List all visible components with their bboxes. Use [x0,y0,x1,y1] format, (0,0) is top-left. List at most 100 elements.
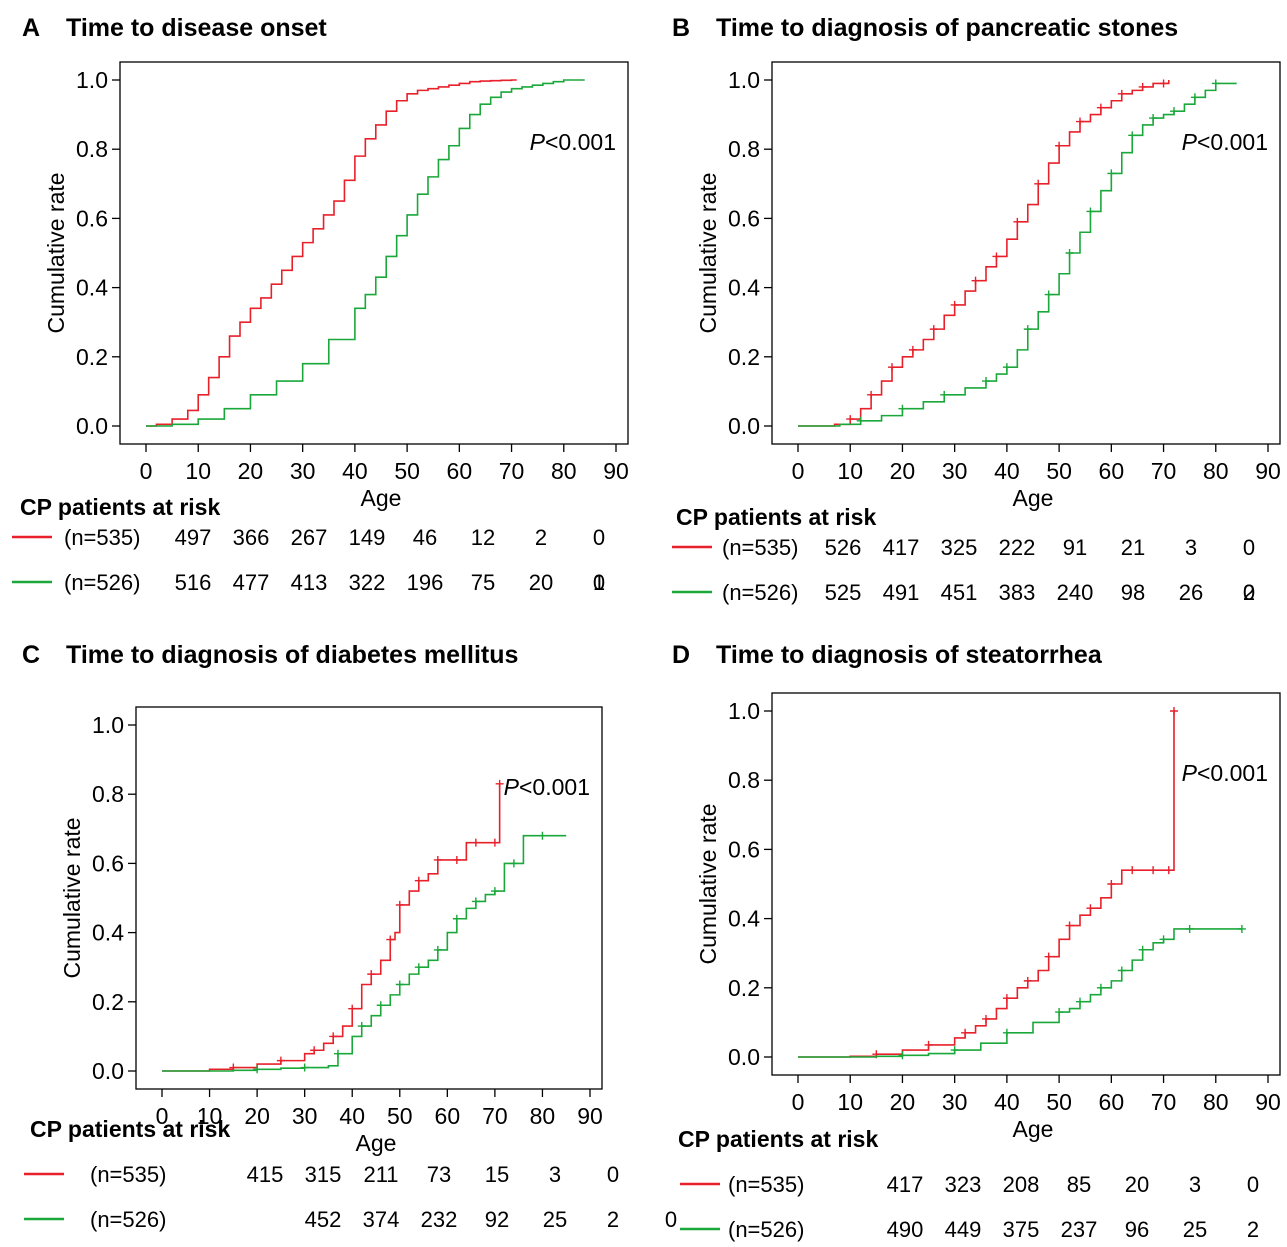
p-value: <0.001 [519,774,590,800]
censor-mark [471,897,480,906]
censor-mark [490,887,499,896]
x-tick-label: 80 [551,458,577,484]
censor-mark [1002,363,1011,372]
risk-count: 25 [543,1207,567,1232]
y-tick-label: 0.2 [728,344,760,370]
series-line-green [146,79,585,427]
p-value-label: P<0.001 [1182,129,1268,155]
y-tick-label: 0.4 [728,906,760,932]
y-tick-label: 0.4 [76,275,108,301]
risk-count: 0 [593,525,605,550]
risk-count: 0 [593,570,605,595]
risk-count: 497 [175,525,212,550]
x-tick-label: 60 [1099,458,1125,484]
risk-count: 3 [1185,535,1197,560]
censor-mark [329,1032,338,1041]
y-tick-label: 0.0 [728,1044,760,1070]
x-tick-label: 40 [339,1103,365,1129]
chart-title: Time to diagnosis of diabetes mellitus [66,641,518,669]
censor-mark [1107,880,1116,888]
censor-mark [846,415,855,424]
risk-count: 0 [665,1207,677,1232]
panel-letter: C [22,641,40,669]
censor-mark [961,1028,970,1037]
censor-mark [1096,983,1105,992]
p-symbol: P [530,129,546,155]
chart-title: Time to diagnosis of pancreatic stones [716,14,1178,42]
censor-mark [1023,976,1032,985]
censor-mark [971,276,980,285]
y-tick-label: 0.8 [728,767,760,793]
censor-mark [471,838,480,847]
plot-frame [119,61,629,445]
x-tick-label: 70 [1151,1089,1177,1115]
censor-mark [982,377,990,386]
risk-count: 26 [1179,580,1203,605]
risk-group-label: (n=535) [722,535,798,560]
risk-count: 96 [1125,1217,1149,1242]
risk-count: 526 [825,535,862,560]
x-tick-label: 0 [792,1089,805,1115]
censor-mark [950,300,959,309]
censor-mark [1044,290,1053,299]
x-tick-label: 60 [435,1103,461,1129]
censor-mark [898,1051,907,1060]
risk-count: 0 [1247,1172,1259,1197]
panel-c: C Time to diagnosis of diabetes mellitus 0… [0,627,677,1247]
series-line-green [798,928,1242,1058]
censor-mark [888,363,896,372]
x-tick-label: 20 [890,1089,916,1115]
panel-d: D Time to diagnosis of steatorrhea 0.0 0.2 0… [650,627,1287,1247]
y-tick-label: 0.2 [76,344,108,370]
censor-mark [1170,707,1178,715]
risk-group-label: (n=526) [722,580,798,605]
panel-letter: B [672,14,690,42]
risk-group-label: (n=535) [64,525,140,550]
x-tick-label: 50 [387,1103,413,1129]
censor-mark [1002,1028,1011,1037]
censor-mark [395,980,404,989]
x-tick-label: 70 [1151,458,1177,484]
x-tick-label: 20 [244,1103,270,1129]
censor-mark [1117,966,1126,975]
censor-mark [1086,904,1095,913]
risk-count: 417 [887,1172,924,1197]
x-tick-label: 90 [603,458,629,484]
risk-count: 92 [485,1207,509,1232]
y-tick-label: 0.6 [728,836,760,862]
risk-count: 452 [305,1207,342,1232]
risk-count: 20 [1125,1172,1149,1197]
risk-count: 383 [999,580,1036,605]
plot-frame [135,706,603,1090]
x-tick-label: 80 [1203,458,1229,484]
censor-mark [452,914,461,923]
censor-mark [929,325,938,334]
risk-count: 211 [363,1162,398,1187]
x-tick-label: 80 [1203,1089,1229,1115]
risk-count: 1 [593,570,605,595]
censor-mark [908,345,917,354]
x-axis-label: Age [1013,485,1054,511]
risk-group-label: (n=526) [64,570,140,595]
x-tick-label: 50 [1046,1089,1072,1115]
p-symbol: P [1182,760,1198,786]
risk-count: 73 [427,1162,451,1187]
risk-count: 366 [233,525,270,550]
risk-group-label: (n=526) [728,1217,804,1242]
risk-count: 3 [549,1162,561,1187]
y-tick-label: 0.8 [76,136,108,162]
y-tick-label: 0.8 [728,136,760,162]
censor-mark [276,1056,285,1065]
censor-mark [1055,1008,1064,1017]
y-tick-label: 0.6 [92,850,124,876]
p-value: <0.001 [1197,760,1268,786]
x-tick-label: 0 [156,1103,169,1129]
x-tick-label: 10 [197,1103,223,1129]
y-axis-label: Cumulative rate [695,172,721,333]
censor-mark [538,831,547,840]
chart-title: Time to diagnosis of steatorrhea [716,641,1103,669]
risk-count: 315 [305,1162,342,1187]
censor-mark [1159,935,1168,944]
censor-mark [1076,997,1084,1006]
x-tick-label: 10 [185,458,211,484]
